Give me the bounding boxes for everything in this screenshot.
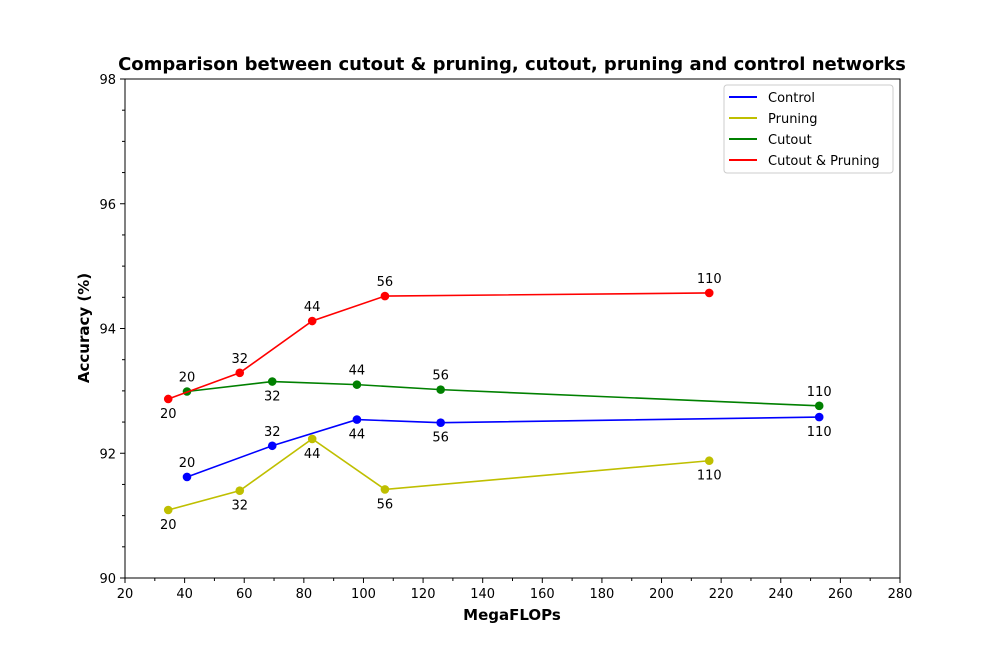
data-label-pruning: 32	[231, 499, 248, 514]
data-label-pruning: 110	[697, 469, 722, 484]
x-tick-label: 200	[649, 587, 674, 602]
data-point-pruning	[163, 505, 173, 515]
series-line-pruning	[168, 437, 710, 511]
y-axis-label: Accuracy (%)	[75, 273, 93, 383]
legend-label-control: Control	[768, 91, 815, 106]
legend-label-cutout-pruning: Cutout & Pruning	[768, 154, 880, 169]
x-axis: 20 40 60 80 100 120 140 160 180 200 220 240 260 280	[117, 578, 913, 602]
x-tick-label: 20	[117, 587, 134, 602]
legend-label-cutout: Cutout	[768, 133, 812, 148]
data-point-cutout	[267, 377, 277, 386]
data-point-control	[352, 415, 362, 424]
legend: Control Pruning Cutout Cutout & Pruning	[723, 84, 894, 174]
data-point-control	[436, 418, 445, 427]
data-point-pruning	[380, 485, 390, 494]
data-label-control: 32	[264, 425, 281, 440]
data-label-control: 56	[432, 431, 449, 446]
data-label-control: 44	[349, 428, 366, 443]
data-point-control	[267, 441, 277, 451]
legend-box	[723, 84, 894, 174]
chart-title: Comparison between cutout & pruning, cut…	[118, 54, 906, 75]
series-layer: 20 32 44 56 110 20 32 44 56 110 20 32 44 56 110 20 32 44 5…	[160, 272, 832, 533]
data-label-control: 110	[807, 425, 832, 440]
data-label-control: 20	[179, 456, 196, 471]
data-label-cutout: 56	[432, 369, 449, 384]
data-label-cutout: 32	[264, 390, 281, 405]
data-point-pruning	[307, 434, 317, 444]
data-point-cutout-pruning	[380, 291, 390, 301]
data-point-cutout	[436, 385, 445, 394]
data-point-cutout	[814, 401, 824, 411]
x-tick-label: 160	[530, 587, 555, 602]
x-tick-label: 100	[351, 587, 376, 602]
x-tick-label: 260	[828, 587, 853, 602]
data-point-pruning	[704, 456, 714, 466]
data-point-cutout-pruning	[704, 288, 714, 298]
x-tick-label: 280	[888, 587, 913, 602]
x-tick-label: 220	[709, 587, 734, 602]
data-label-cutout-pruning: 20	[160, 407, 177, 422]
series-line-control	[186, 416, 820, 478]
data-label-cutout-pruning: 56	[377, 275, 394, 290]
data-point-cutout-pruning	[235, 368, 245, 378]
x-axis-label: MegaFLOPs	[463, 606, 561, 624]
legend-label-pruning: Pruning	[768, 112, 818, 127]
y-axis: 90 92 94 96 98	[99, 73, 125, 587]
x-tick-label: 60	[236, 587, 253, 602]
data-point-cutout-pruning	[307, 316, 317, 326]
data-point-cutout-pruning	[163, 394, 173, 404]
x-tick-label: 180	[590, 587, 615, 602]
data-label-cutout-pruning: 44	[304, 300, 321, 315]
x-tick-label: 120	[411, 587, 436, 602]
y-tick-label: 94	[99, 323, 116, 338]
data-label-cutout: 110	[807, 385, 832, 400]
data-label-pruning: 44	[304, 447, 321, 462]
x-tick-label: 240	[768, 587, 793, 602]
data-point-control	[814, 412, 824, 422]
data-point-cutout	[352, 380, 362, 389]
series-line-cutout	[186, 380, 820, 407]
x-tick-label: 140	[470, 587, 495, 602]
data-label-cutout-pruning: 110	[697, 272, 722, 287]
data-point-pruning	[235, 486, 245, 495]
data-label-pruning: 20	[160, 518, 177, 533]
data-label-cutout-pruning: 32	[231, 352, 248, 367]
x-tick-label: 40	[176, 587, 193, 602]
y-tick-label: 98	[99, 73, 116, 88]
y-tick-label: 90	[99, 572, 116, 587]
y-tick-label: 92	[99, 447, 116, 462]
data-label-pruning: 56	[377, 497, 394, 512]
data-label-cutout: 44	[349, 364, 366, 379]
data-point-control	[182, 472, 192, 482]
y-tick-label: 96	[99, 198, 116, 213]
data-label-cutout: 20	[179, 370, 196, 385]
x-tick-label: 80	[296, 587, 313, 602]
